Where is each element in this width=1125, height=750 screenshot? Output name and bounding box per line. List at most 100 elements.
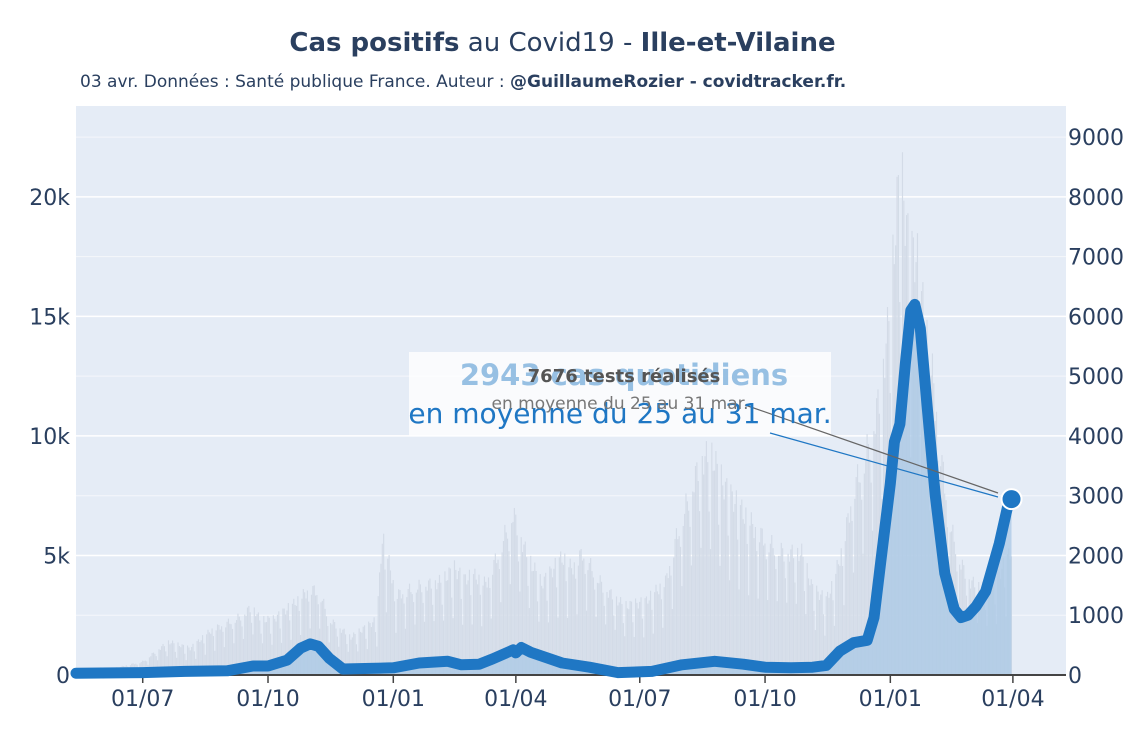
tests-bar <box>242 638 244 675</box>
tests-bar <box>560 551 562 675</box>
tests-bar <box>193 651 195 675</box>
title-region: Ille-et-Vilaine <box>640 28 836 58</box>
tests-bar <box>667 578 669 675</box>
tests-bar <box>633 636 635 675</box>
tests-bar <box>364 625 366 675</box>
cases-annotation-period: en moyenne du 25 au 31 mar. <box>408 397 831 430</box>
tests-bar <box>671 609 673 675</box>
tests-bar <box>423 621 426 675</box>
tests-bar <box>854 498 856 675</box>
tests-bar <box>165 651 167 675</box>
tests-bar <box>508 551 510 675</box>
tests-bar <box>758 542 761 675</box>
tests-bar <box>229 623 231 675</box>
tests-bar <box>852 572 855 675</box>
tests-bar <box>839 565 841 675</box>
tests-bar <box>263 616 265 675</box>
tests-bar <box>802 556 804 675</box>
y-right-tick-label: 5000 <box>1068 365 1124 390</box>
tests-bar <box>726 478 728 675</box>
tests-bar <box>696 462 698 675</box>
tests-bar <box>368 621 370 675</box>
tests-bar <box>219 629 221 675</box>
tests-bar <box>824 635 826 675</box>
tests-bar <box>279 628 281 675</box>
tests-bar <box>784 578 786 675</box>
tests-bar <box>426 590 428 675</box>
tests-bar <box>466 584 468 675</box>
tests-bar <box>150 656 152 675</box>
tests-bar <box>486 587 488 675</box>
tests-bar <box>381 543 383 675</box>
tests-bar <box>496 563 498 675</box>
tests-bar <box>320 602 322 675</box>
tests-bar <box>182 644 185 675</box>
tests-bar <box>835 573 837 675</box>
tests-bar <box>752 523 754 675</box>
tests-bar <box>539 574 541 675</box>
tests-bar <box>385 612 387 675</box>
tests-bar <box>403 603 405 675</box>
tests-bar <box>776 601 778 675</box>
tests-bar <box>493 559 495 675</box>
tests-bar <box>513 507 515 675</box>
tests-bar <box>569 558 571 675</box>
y-left-tick-label: 5k <box>43 544 70 569</box>
tests-bar <box>841 566 844 675</box>
tests-bar <box>256 614 258 675</box>
tests-bar <box>387 558 389 675</box>
y-left-tick-label: 20k <box>29 186 70 211</box>
tests-bar <box>709 549 712 675</box>
tests-bar <box>621 604 623 675</box>
tests-bar <box>314 595 317 675</box>
tests-bar <box>478 574 480 675</box>
tests-bar <box>617 605 619 675</box>
tests-bar <box>611 599 614 675</box>
tests-bar <box>174 651 176 675</box>
tests-bar <box>772 548 774 675</box>
x-tick-label: 01/01 <box>362 687 425 712</box>
tests-bar <box>278 611 280 675</box>
tests-bar <box>520 537 522 675</box>
tests-bar <box>723 499 725 675</box>
tests-bar <box>261 643 264 675</box>
tests-bar <box>521 552 524 675</box>
tests-bar <box>855 477 857 675</box>
tests-bar <box>764 543 766 675</box>
chart-title: Cas positifs au Covid19 - Ille-et-Vilain… <box>0 28 1125 58</box>
tests-bar <box>430 588 432 675</box>
tests-bar <box>673 557 675 675</box>
tests-bar <box>200 640 202 675</box>
tests-bar <box>679 546 682 675</box>
tests-bar <box>816 585 818 675</box>
tests-bar <box>415 592 417 675</box>
tests-bar <box>583 558 585 675</box>
tests-bar <box>334 622 336 675</box>
tests-bar <box>285 614 287 675</box>
tests-bar <box>735 490 737 675</box>
tests-bar <box>767 600 769 675</box>
tests-bar <box>573 562 575 675</box>
tests-bar <box>718 524 720 675</box>
tests-bar <box>840 548 842 675</box>
tests-bar <box>355 644 357 675</box>
tests-bar <box>523 544 525 675</box>
tests-bar <box>790 549 792 675</box>
tests-bar <box>662 627 664 675</box>
tests-bar <box>248 605 250 675</box>
tests-bar <box>543 576 545 675</box>
tests-bar <box>782 548 784 675</box>
tests-bar <box>554 557 556 675</box>
tests-bar <box>411 594 413 675</box>
tests-bar <box>361 632 363 675</box>
tests-bar <box>825 596 827 675</box>
y-left-tick-label: 15k <box>29 305 70 330</box>
tests-bar <box>599 575 601 675</box>
tests-bar <box>267 615 269 675</box>
tests-bar <box>728 580 731 675</box>
tests-bar <box>628 609 630 675</box>
tests-bar <box>711 442 713 675</box>
tests-bar <box>867 444 870 675</box>
tests-bar <box>713 470 716 675</box>
tests-bar <box>639 601 641 675</box>
